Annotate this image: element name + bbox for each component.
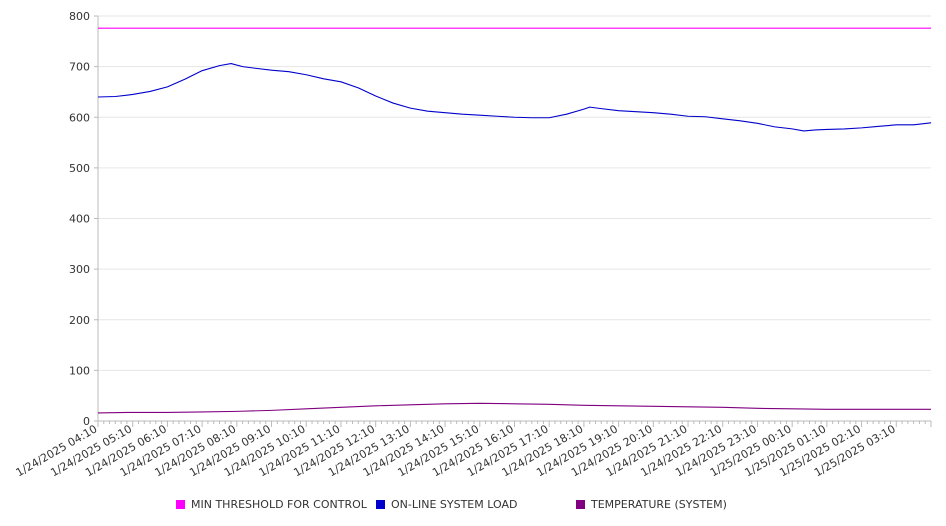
legend-label-temperature: TEMPERATURE (SYSTEM) (591, 498, 727, 511)
legend-label-threshold: MIN THRESHOLD FOR CONTROL (191, 498, 367, 511)
y-tick-label-700: 700 (69, 61, 90, 74)
y-tick-label-600: 600 (69, 111, 90, 124)
series-line-2 (97, 402, 931, 414)
legend: MIN THRESHOLD FOR CONTROL ON-LINE SYSTEM… (0, 498, 946, 514)
y-tick-label-300: 300 (69, 263, 90, 276)
y-axis-ticks: 0 100 200 300 400 500 600 700 800 (69, 10, 98, 428)
x-axis-ticks: 1/24/2025 04:101/24/2025 05:101/24/2025 … (14, 421, 932, 479)
y-tick-label-400: 400 (69, 213, 90, 226)
y-tick-label-800: 800 (69, 10, 90, 23)
legend-label-system-load: ON-LINE SYSTEM LOAD (391, 498, 518, 511)
y-tick-label-200: 200 (69, 314, 90, 327)
legend-item-temperature[interactable]: TEMPERATURE (SYSTEM) (576, 498, 727, 511)
legend-swatch-threshold (176, 500, 185, 509)
y-tick-label-0: 0 (83, 415, 90, 428)
series-lines (97, 27, 932, 414)
legend-item-threshold[interactable]: MIN THRESHOLD FOR CONTROL (176, 498, 367, 511)
legend-item-system-load[interactable]: ON-LINE SYSTEM LOAD (376, 498, 517, 511)
legend-swatch-system-load (376, 500, 385, 509)
y-tick-label-100: 100 (69, 364, 90, 377)
y-tick-label-500: 500 (69, 162, 90, 175)
series-line-1 (97, 63, 932, 132)
legend-swatch-temperature (576, 500, 585, 509)
gridlines (98, 15, 931, 371)
